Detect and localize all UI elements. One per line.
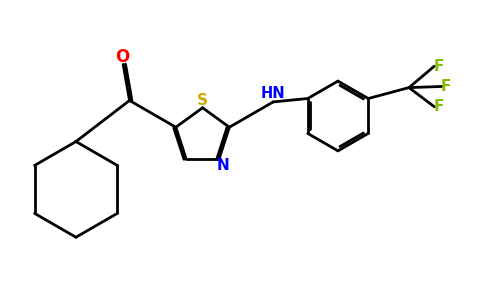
Text: F: F bbox=[434, 99, 444, 114]
Text: O: O bbox=[115, 48, 129, 66]
Text: N: N bbox=[217, 158, 229, 173]
Text: S: S bbox=[197, 93, 208, 108]
Text: F: F bbox=[434, 59, 444, 74]
Text: HN: HN bbox=[261, 86, 286, 101]
Text: F: F bbox=[441, 79, 451, 94]
